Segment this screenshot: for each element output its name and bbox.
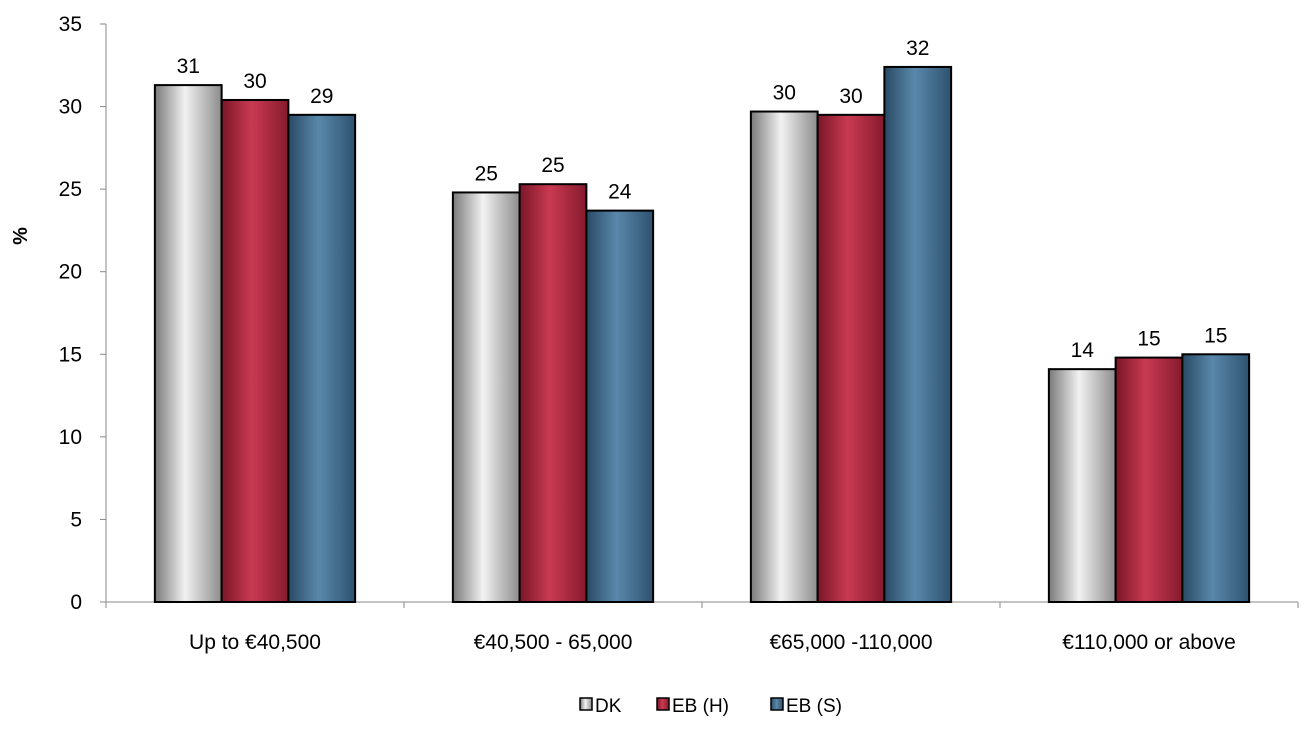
data-label: 30 [243, 70, 266, 93]
y-tick-label: 20 [59, 261, 82, 284]
x-category-label: €40,500 - 65,000 [474, 631, 633, 654]
data-label: 25 [475, 162, 498, 185]
bar-eb-s [585, 209, 655, 604]
y-tick-label: 0 [70, 591, 82, 614]
y-axis: 0 5 10 15 20 25 30 35 [59, 13, 107, 614]
bar-eb-h [816, 113, 886, 603]
bars-group [153, 65, 1251, 604]
legend-label: EB (S) [786, 696, 842, 717]
y-tick-label: 30 [59, 96, 82, 119]
legend-swatch [579, 697, 593, 711]
legend-swatch [656, 697, 670, 711]
data-label: 25 [541, 154, 564, 177]
bar-dk [451, 191, 521, 603]
data-label: 30 [839, 85, 862, 108]
data-label: 29 [310, 85, 333, 108]
data-labels-group: 31 30 29 25 25 24 30 30 32 14 15 15 [177, 37, 1228, 362]
y-tick-label: 15 [59, 343, 82, 366]
bar-dk [153, 84, 223, 604]
x-category-label: €110,000 or above [1062, 631, 1236, 654]
bar-eb-s [883, 65, 953, 604]
data-label: 15 [1137, 328, 1160, 351]
y-tick-label: 35 [59, 13, 82, 36]
data-label: 24 [608, 181, 632, 204]
legend-label: EB (H) [672, 696, 729, 717]
y-tick-label: 25 [59, 178, 82, 201]
x-category-label: €65,000 -110,000 [769, 631, 932, 654]
data-label: 15 [1204, 324, 1227, 347]
bar-eb-h [1114, 356, 1184, 603]
x-axis: Up to €40,500 €40,500 - 65,000 €65,000 -11… [105, 601, 1299, 654]
data-label: 30 [773, 82, 796, 105]
bar-dk [749, 110, 819, 603]
legend-swatch [770, 697, 784, 711]
data-label: 14 [1071, 339, 1095, 362]
y-tick-label: 10 [59, 426, 82, 449]
bar-dk [1047, 368, 1117, 603]
bar-eb-s [287, 113, 357, 603]
bar-eb-h [220, 98, 290, 603]
y-tick-label: 5 [70, 508, 82, 531]
x-category-label: Up to €40,500 [189, 631, 321, 654]
bar-eb-h [518, 183, 588, 603]
data-label: 32 [906, 37, 929, 60]
legend: DK EB (H) EB (S) [579, 696, 842, 717]
legend-label: DK [595, 696, 622, 717]
bar-eb-s [1181, 353, 1251, 603]
y-axis-title: % [10, 227, 32, 245]
data-label: 31 [177, 55, 200, 78]
